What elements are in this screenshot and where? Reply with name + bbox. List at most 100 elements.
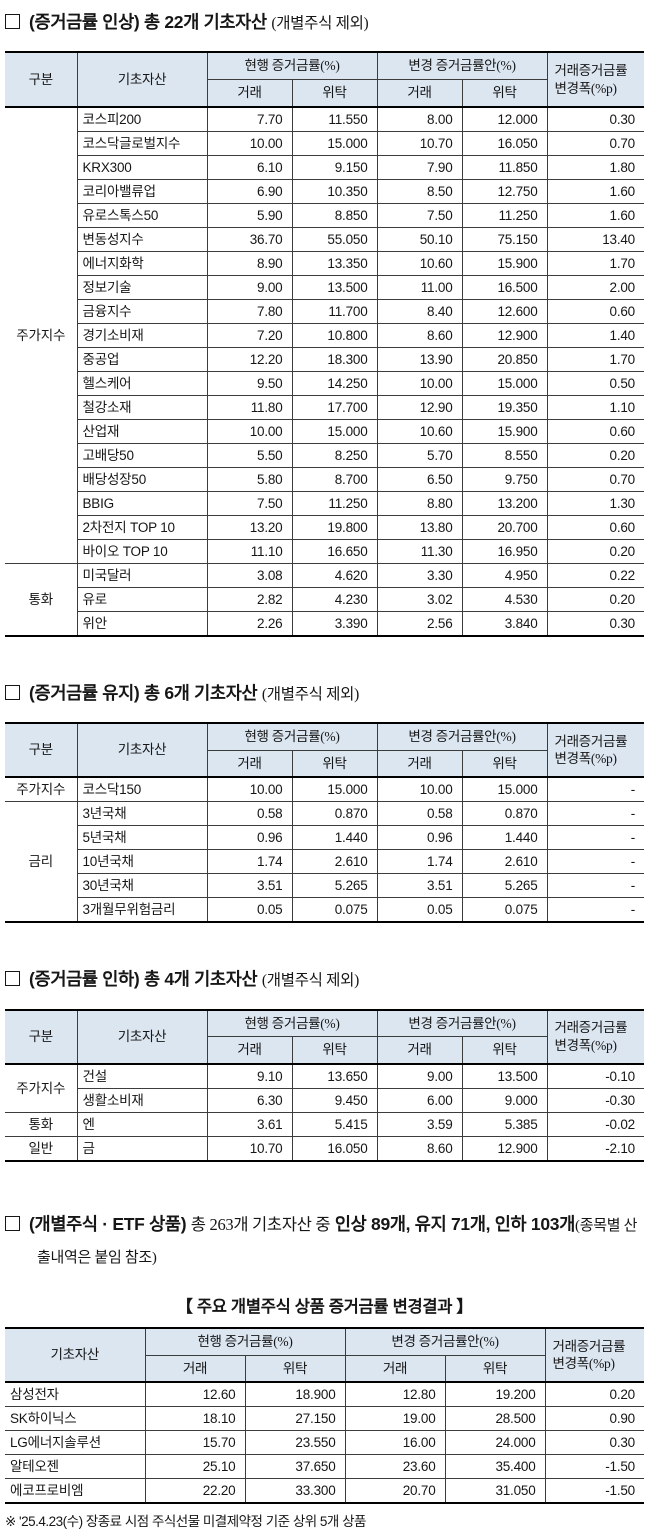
table-row: 10년국채 1.74 2.610 1.74 2.610- (5, 849, 644, 875)
value-cell: 50.10 (376, 226, 463, 252)
value-cell: 16.00 (344, 1430, 446, 1456)
value-cell: 15.000 (461, 776, 548, 803)
value-cell: 7.20 (206, 322, 293, 348)
asset-name-cell: 유로 (77, 586, 208, 612)
asset-name-cell: 정보기술 (77, 274, 208, 300)
heading-bold-text: (증거금률 인상) 총 22개 기초자산 (29, 12, 267, 32)
table-row: 변동성지수 36.70 55.050 50.10 75.150 13.40 (5, 226, 644, 252)
col-header-group: 구분 (5, 723, 78, 778)
col-header-consign: 위탁 (291, 79, 378, 108)
value-cell: 13.500 (291, 274, 378, 300)
value-cell: - (546, 801, 644, 827)
asset-name-cell: 배당성장50 (77, 466, 208, 492)
value-cell: 8.700 (291, 466, 378, 492)
value-cell: 0.20 (544, 1381, 644, 1408)
heading-bold-text: (개별주식 · ETF 상품) (29, 1213, 187, 1234)
table-row: 산업재 10.00 15.000 10.60 15.900 0.60 (5, 418, 644, 444)
value-cell: 9.450 (291, 1087, 378, 1113)
table-row: 알테오젠 25.10 37.650 23.60 35.400 -1.50 (5, 1454, 644, 1480)
value-cell: 0.05 (206, 897, 293, 923)
value-cell: 0.90 (544, 1406, 644, 1432)
table-header: 구분 기초자산 현행 증거금률(%) 변경 증거금률안(%) 거래증거금률 변경폭… (5, 52, 644, 108)
value-cell: 37.650 (244, 1454, 346, 1480)
table-row: 일반 금 10.70 16.050 8.60 12.900 -2.10 (5, 1135, 644, 1162)
value-cell: 0.870 (461, 801, 548, 827)
value-cell: 0.20 (546, 586, 644, 612)
value-cell: 13.80 (376, 514, 463, 540)
asset-name-cell: KRX300 (77, 154, 208, 180)
asset-name-cell: 산업재 (77, 418, 208, 444)
value-cell: 12.80 (344, 1381, 446, 1408)
table-row: 코스닥글로벌지수 10.00 15.000 10.70 16.050 0.70 (5, 130, 644, 156)
value-cell: 2.00 (546, 274, 644, 300)
table-row: 5년국채 0.96 1.440 0.96 1.440- (5, 825, 644, 851)
value-cell: 3.840 (461, 610, 548, 637)
value-cell: 1.80 (546, 154, 644, 180)
value-cell: 23.550 (244, 1430, 346, 1456)
margin-increase-table: 구분 기초자산 현행 증거금률(%) 변경 증거금률안(%) 거래증거금률 변경폭… (5, 51, 644, 637)
value-cell: 15.70 (144, 1430, 246, 1456)
value-cell: 9.150 (291, 154, 378, 180)
value-cell: 0.96 (206, 825, 293, 851)
value-cell: 12.60 (144, 1381, 246, 1408)
value-cell: 6.00 (376, 1087, 463, 1113)
value-cell: 10.00 (376, 370, 463, 396)
col-header-group: 구분 (5, 52, 78, 108)
asset-name-cell: 건설 (76, 1063, 208, 1089)
table-row: 삼성전자 12.60 18.900 12.80 19.200 0.20 (5, 1381, 644, 1408)
value-cell: 10.00 (206, 130, 293, 156)
value-cell: 15.900 (461, 418, 548, 444)
value-cell: 13.20 (206, 514, 293, 540)
asset-name-cell: 10년국채 (77, 849, 208, 875)
value-cell: 4.530 (461, 586, 548, 612)
value-cell: 3.51 (206, 873, 293, 899)
col-header-change: 거래증거금률 변경폭(%p) (544, 1328, 644, 1383)
value-cell: 6.30 (206, 1087, 293, 1113)
value-cell: 24.000 (444, 1430, 546, 1456)
square-bullet-icon (5, 684, 20, 700)
value-cell: -2.10 (546, 1135, 644, 1162)
asset-name-cell: 변동성지수 (77, 226, 208, 252)
value-cell: 0.30 (544, 1430, 644, 1456)
col-header-consign: 위탁 (244, 1355, 346, 1383)
col-header-current: 현행 증거금률(%) (206, 723, 378, 751)
value-cell: 15.000 (461, 370, 548, 396)
value-cell: 75.150 (461, 226, 548, 252)
value-cell: 2.82 (206, 586, 293, 612)
col-header-changed: 변경 증거금률안(%) (376, 723, 548, 751)
value-cell: 12.600 (461, 298, 548, 324)
table-row: 주가지수 코스닥150 10.00 15.000 10.00 15.000- (5, 776, 644, 803)
value-cell: 0.30 (546, 610, 644, 637)
table-row: KRX300 6.10 9.150 7.90 11.850 1.80 (5, 154, 644, 180)
asset-name-cell: 3개월무위험금리 (77, 897, 208, 923)
col-header-trade: 거래 (207, 79, 293, 108)
table-row: 통화 미국달러 3.08 4.620 3.30 4.950 0.22 (5, 562, 644, 637)
value-cell: 22.20 (144, 1478, 246, 1504)
col-header-changed: 변경 증거금률안(%) (376, 52, 548, 81)
value-cell: 15.000 (291, 418, 378, 444)
value-cell: 12.000 (461, 106, 548, 132)
col-header-asset: 기초자산 (5, 1328, 146, 1383)
footnote: ※ '25.4.23(수) 장종료 시점 주식선물 미결제약정 기준 상위 5개… (5, 1514, 366, 1530)
value-cell: 8.250 (291, 442, 378, 468)
asset-name-cell: 30년국채 (77, 873, 208, 899)
heading-bold-text: (증거금률 인하) 총 4개 기초자산 (29, 969, 258, 990)
value-cell: 13.500 (461, 1063, 548, 1089)
value-cell: 13.350 (291, 250, 378, 276)
value-cell: 0.20 (546, 538, 644, 564)
value-cell: 18.300 (291, 346, 378, 372)
value-cell: 10.70 (376, 130, 463, 156)
table-row: 생활소비재 6.30 9.450 6.00 9.000 -0.30 (5, 1087, 644, 1113)
value-cell: - (546, 776, 644, 803)
value-cell: 8.60 (376, 1135, 463, 1162)
asset-name-cell: SK하이닉스 (5, 1406, 146, 1432)
table-header: 기초자산 현행 증거금률(%) 변경 증거금률안(%) 거래증거금률 변경폭(%p… (5, 1328, 644, 1383)
value-cell: 12.90 (376, 394, 463, 420)
value-cell: 16.050 (291, 1135, 378, 1162)
value-cell: 3.390 (291, 610, 378, 637)
table-row: 중공업 12.20 18.300 13.90 20.850 1.70 (5, 346, 644, 372)
col-header-consign: 위탁 (444, 1355, 546, 1383)
value-cell: 2.610 (291, 849, 378, 875)
value-cell: 0.20 (546, 442, 644, 468)
